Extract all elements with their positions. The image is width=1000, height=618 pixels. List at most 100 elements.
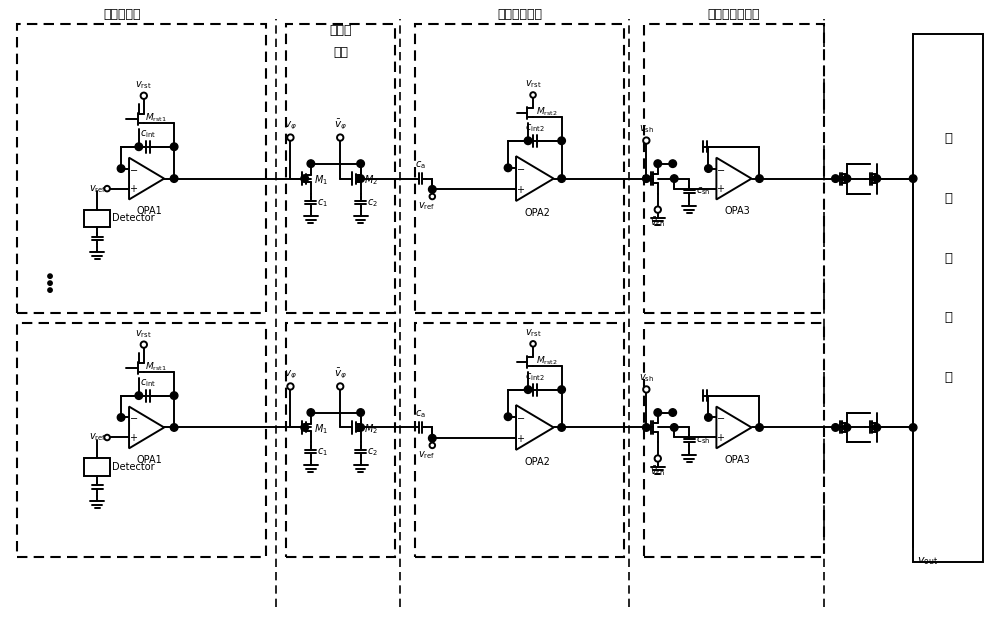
Text: $+$: $+$	[516, 184, 525, 195]
Text: OPA2: OPA2	[525, 208, 551, 218]
Text: 寄: 寄	[944, 252, 952, 265]
Text: $c_{\rm int}$: $c_{\rm int}$	[140, 377, 156, 389]
Text: Detector: Detector	[112, 213, 155, 224]
Circle shape	[504, 413, 512, 420]
Text: $M_{\rm rst2}$: $M_{\rm rst2}$	[536, 355, 558, 367]
Circle shape	[141, 342, 147, 348]
Text: $+$: $+$	[129, 432, 138, 443]
Circle shape	[643, 386, 650, 392]
Circle shape	[524, 137, 532, 145]
Text: $c_{\rm a}$: $c_{\rm a}$	[415, 408, 426, 420]
Circle shape	[530, 92, 536, 98]
Circle shape	[430, 193, 435, 199]
Text: $v_{\varphi}$: $v_{\varphi}$	[284, 119, 297, 132]
Text: $c_{\rm sh}$: $c_{\rm sh}$	[696, 434, 711, 446]
Text: $v_{\rm rst}$: $v_{\rm rst}$	[135, 79, 152, 91]
Text: OPA1: OPA1	[137, 206, 162, 216]
Circle shape	[357, 408, 364, 417]
Circle shape	[558, 386, 565, 394]
Text: $v_{\rm rst}$: $v_{\rm rst}$	[525, 78, 541, 90]
Text: 移: 移	[944, 132, 952, 145]
Text: $c_1$: $c_1$	[317, 446, 328, 459]
Circle shape	[337, 383, 343, 389]
Text: $+$: $+$	[716, 183, 725, 194]
Text: $+$: $+$	[516, 433, 525, 444]
Circle shape	[873, 424, 881, 431]
Circle shape	[48, 288, 52, 292]
Text: $v_{\rm rst}$: $v_{\rm rst}$	[135, 328, 152, 340]
Text: 采样输出级电路: 采样输出级电路	[708, 8, 760, 21]
Text: $c_1$: $c_1$	[317, 198, 328, 210]
Circle shape	[530, 341, 536, 347]
Circle shape	[357, 175, 364, 182]
Circle shape	[301, 175, 308, 182]
Text: $v_{\rm out}$: $v_{\rm out}$	[917, 555, 939, 567]
Text: $-$: $-$	[516, 412, 525, 421]
Text: $c_{\rm int}$: $c_{\rm int}$	[140, 128, 156, 140]
Circle shape	[104, 186, 110, 192]
Text: $v_{\rm sh}$: $v_{\rm sh}$	[639, 372, 654, 384]
Text: $\bar{v}_{\varphi}$: $\bar{v}_{\varphi}$	[334, 366, 347, 381]
Text: $M_1$: $M_1$	[314, 174, 328, 187]
Circle shape	[558, 137, 565, 145]
Text: 低通滤: 低通滤	[329, 24, 352, 37]
Circle shape	[654, 160, 662, 167]
Text: OPA3: OPA3	[724, 455, 750, 465]
Text: $\bar{v}_{\rm sh}$: $\bar{v}_{\rm sh}$	[650, 215, 665, 229]
Circle shape	[909, 175, 917, 182]
Circle shape	[48, 274, 52, 278]
Circle shape	[654, 408, 662, 417]
Text: $c_{\rm sh}$: $c_{\rm sh}$	[696, 185, 711, 197]
Circle shape	[832, 175, 839, 182]
Circle shape	[669, 160, 677, 167]
Text: OPA2: OPA2	[525, 457, 551, 467]
Circle shape	[655, 206, 661, 213]
Text: $-$: $-$	[716, 412, 725, 423]
Text: OPA1: OPA1	[137, 455, 162, 465]
Text: $-$: $-$	[716, 164, 725, 174]
Text: $c_{\rm int2}$: $c_{\rm int2}$	[525, 371, 545, 383]
Circle shape	[909, 424, 917, 431]
Circle shape	[357, 160, 364, 167]
Circle shape	[643, 137, 650, 144]
Text: $c_2$: $c_2$	[367, 198, 378, 210]
Text: 输入级电路: 输入级电路	[103, 8, 140, 21]
Text: $c_{\rm int2}$: $c_{\rm int2}$	[525, 122, 545, 133]
Text: $+$: $+$	[716, 432, 725, 443]
Text: $-$: $-$	[516, 163, 525, 173]
Text: $-$: $-$	[129, 412, 138, 423]
Circle shape	[48, 281, 52, 286]
Text: 器: 器	[944, 371, 952, 384]
Circle shape	[756, 175, 763, 182]
Circle shape	[430, 442, 435, 448]
Text: $v_{\rm ref}$: $v_{\rm ref}$	[418, 449, 435, 461]
Text: $-$: $-$	[129, 164, 138, 174]
Circle shape	[357, 424, 364, 431]
Text: $v_{\rm ref}$: $v_{\rm ref}$	[418, 200, 435, 213]
Circle shape	[104, 434, 110, 440]
Circle shape	[670, 175, 678, 182]
Text: $\bar{v}_{\varphi}$: $\bar{v}_{\varphi}$	[334, 117, 347, 132]
Circle shape	[832, 424, 839, 431]
Circle shape	[170, 143, 178, 151]
Circle shape	[843, 175, 851, 182]
Text: Detector: Detector	[112, 462, 155, 472]
Circle shape	[524, 386, 532, 394]
Circle shape	[117, 413, 125, 421]
Circle shape	[669, 408, 677, 417]
Circle shape	[643, 424, 650, 431]
Text: $v_{\rm ref}$: $v_{\rm ref}$	[89, 431, 106, 443]
Circle shape	[843, 424, 851, 431]
Circle shape	[670, 424, 678, 431]
Text: $v_{\rm ref}$: $v_{\rm ref}$	[89, 183, 106, 195]
Text: $M_1$: $M_1$	[314, 423, 328, 436]
Circle shape	[287, 134, 294, 141]
Circle shape	[170, 392, 178, 399]
Text: 波器: 波器	[333, 46, 348, 59]
Circle shape	[643, 175, 650, 182]
Text: 存: 存	[944, 311, 952, 324]
Circle shape	[307, 408, 315, 417]
Text: $M_2$: $M_2$	[364, 423, 378, 436]
Circle shape	[705, 413, 712, 421]
Circle shape	[504, 164, 512, 172]
